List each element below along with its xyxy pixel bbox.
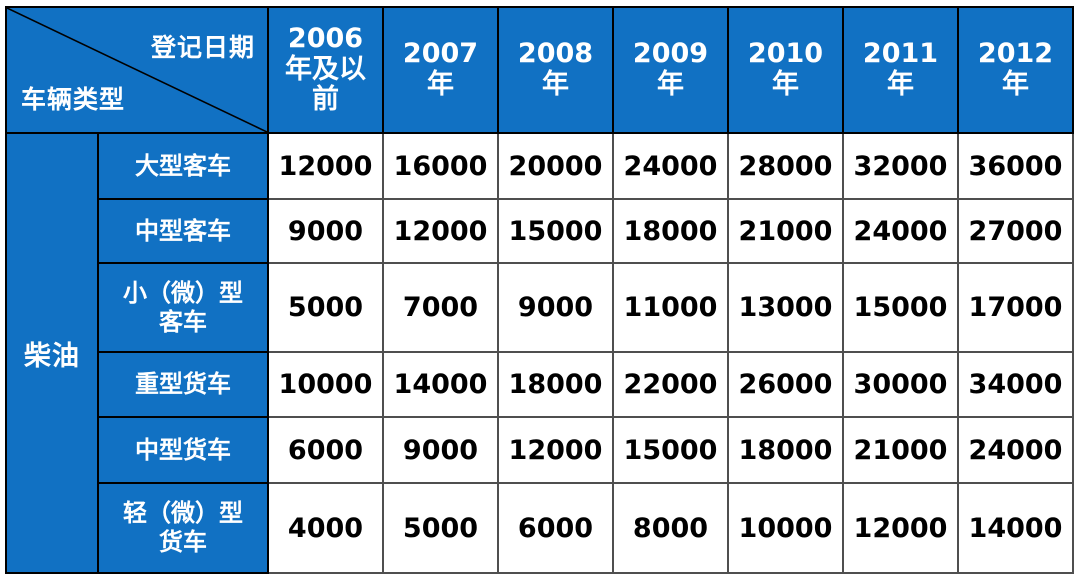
value-cell: 24000 (612, 132, 729, 200)
table-row: 小（微）型客车 5000 7000 9000 11000 13000 15000… (6, 262, 1074, 353)
corner-cell: 登记日期 车辆类型 (5, 6, 269, 134)
value-cell: 5000 (382, 482, 499, 574)
value-cell: 28000 (727, 132, 844, 200)
value-cell: 12000 (267, 132, 384, 200)
row-label-large-bus: 大型客车 (97, 132, 269, 200)
value-cell: 18000 (612, 198, 729, 264)
value-cell: 21000 (842, 416, 959, 484)
table-row: 中型货车 6000 9000 12000 15000 18000 21000 2… (6, 416, 1074, 484)
year-header-2012: 2012年 (957, 6, 1074, 134)
value-cell: 9000 (497, 262, 614, 353)
value-cell: 27000 (957, 198, 1074, 264)
registration-date-label: 登记日期 (150, 33, 255, 62)
value-cell: 24000 (842, 198, 959, 264)
value-cell: 7000 (382, 262, 499, 353)
diagonal-divider-icon (7, 8, 267, 132)
year-header-2007: 2007年 (382, 6, 499, 134)
value-cell: 34000 (957, 351, 1074, 418)
value-cell: 12000 (382, 198, 499, 264)
row-label-small-mini-bus: 小（微）型客车 (97, 262, 269, 353)
value-cell: 24000 (957, 416, 1074, 484)
value-cell: 32000 (842, 132, 959, 200)
value-cell: 16000 (382, 132, 499, 200)
value-cell: 5000 (267, 262, 384, 353)
table-row: 中型客车 9000 12000 15000 18000 21000 24000 … (6, 198, 1074, 264)
header-row: 登记日期 车辆类型 2006年及以前 2007年 2008年 2009年 201… (5, 6, 1074, 134)
value-cell: 18000 (497, 351, 614, 418)
table-row: 柴油 大型客车 12000 16000 20000 24000 28000 32… (5, 132, 1074, 574)
year-header-2010: 2010年 (727, 6, 844, 134)
value-cell: 6000 (267, 416, 384, 484)
table-row: 重型货车 10000 14000 18000 22000 26000 30000… (6, 351, 1074, 418)
year-header-2008: 2008年 (497, 6, 614, 134)
value-cell: 22000 (612, 351, 729, 418)
row-label-medium-bus: 中型客车 (97, 198, 269, 264)
value-cell: 9000 (382, 416, 499, 484)
value-cell: 13000 (727, 262, 844, 353)
vehicle-fee-table: 登记日期 车辆类型 2006年及以前 2007年 2008年 2009年 201… (5, 6, 1074, 574)
value-cell: 10000 (727, 482, 844, 574)
year-header-2009: 2009年 (612, 6, 729, 134)
value-cell: 12000 (497, 416, 614, 484)
value-cell: 14000 (382, 351, 499, 418)
value-cell: 26000 (727, 351, 844, 418)
year-header-2006-and-before: 2006年及以前 (267, 6, 384, 134)
value-cell: 15000 (497, 198, 614, 264)
value-cell: 14000 (957, 482, 1074, 574)
row-label-medium-truck: 中型货车 (97, 416, 269, 484)
value-cell: 17000 (957, 262, 1074, 353)
value-cell: 6000 (497, 482, 614, 574)
value-cell: 15000 (612, 416, 729, 484)
value-cell: 21000 (727, 198, 844, 264)
value-cell: 30000 (842, 351, 959, 418)
row-label-heavy-truck: 重型货车 (97, 351, 269, 418)
row-label-light-mini-truck: 轻（微）型货车 (97, 482, 269, 574)
value-cell: 11000 (612, 262, 729, 353)
value-cell: 36000 (957, 132, 1074, 200)
table-row: 轻（微）型货车 4000 5000 6000 8000 10000 12000 … (6, 482, 1074, 574)
value-cell: 10000 (267, 351, 384, 418)
year-header-2011: 2011年 (842, 6, 959, 134)
value-cell: 20000 (497, 132, 614, 200)
value-cell: 4000 (267, 482, 384, 574)
value-cell: 15000 (842, 262, 959, 353)
vehicle-type-label: 车辆类型 (21, 85, 126, 114)
value-cell: 9000 (267, 198, 384, 264)
fuel-group-cell-diesel: 柴油 (5, 132, 99, 574)
value-cell: 18000 (727, 416, 844, 484)
value-cell: 8000 (612, 482, 729, 574)
value-cell: 12000 (842, 482, 959, 574)
